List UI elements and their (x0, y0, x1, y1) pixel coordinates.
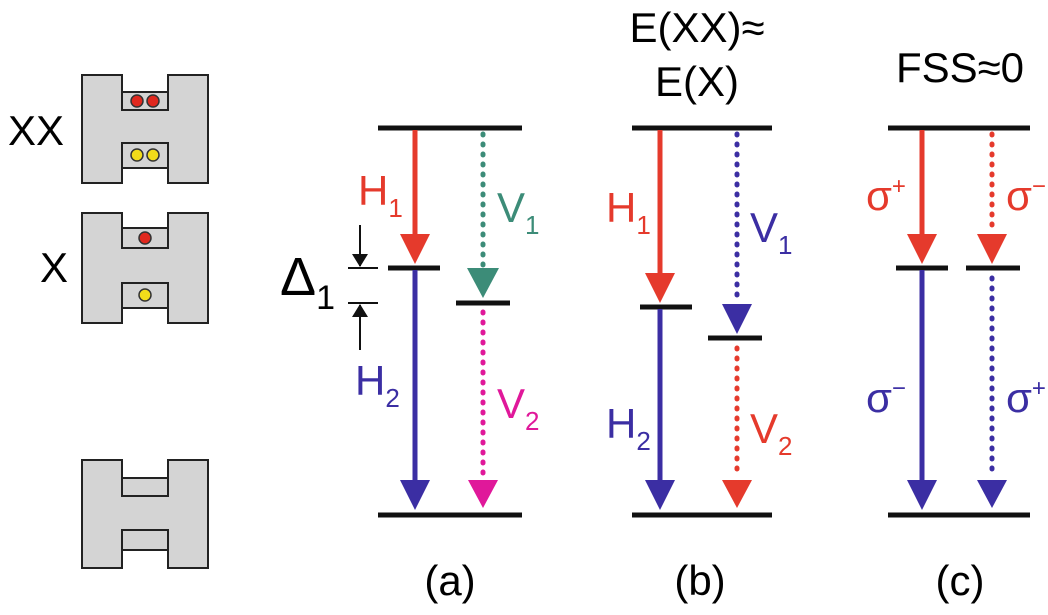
transition-label: H2 (606, 400, 651, 456)
subscript: 2 (636, 426, 650, 456)
arrowhead (645, 273, 675, 303)
arrowhead (977, 480, 1007, 508)
symbol: σ (1006, 172, 1032, 219)
arrowhead (722, 304, 752, 334)
symbol: V (497, 380, 525, 427)
symbol: V (497, 184, 525, 231)
subscript: 1 (388, 193, 402, 223)
transition-label: V2 (497, 380, 539, 436)
symbol: H (606, 184, 636, 231)
electron (139, 232, 151, 244)
page: {"states": {"biexciton": "XX", "exciton"… (0, 0, 1048, 615)
dot-x (82, 213, 208, 323)
hole (131, 149, 143, 161)
superscript: + (1032, 375, 1046, 402)
arrowhead (400, 480, 430, 510)
transition-label: V1 (750, 204, 792, 260)
symbol: σ (866, 374, 892, 421)
panel-label: (a) (424, 557, 475, 604)
arrowhead (907, 480, 937, 510)
panel-label: (b) (674, 557, 725, 604)
symbol: σ (1006, 374, 1032, 421)
transition-label: H1 (358, 167, 403, 223)
splitting-label: Δ1 (280, 247, 335, 317)
subscript: 1 (778, 230, 792, 260)
symbol: V (750, 405, 778, 452)
electron (147, 95, 159, 107)
subscript: 1 (316, 279, 335, 317)
transition-label: σ+ (1006, 374, 1046, 421)
arrowhead (722, 480, 752, 508)
transition-label: V2 (750, 405, 792, 461)
arrowhead (977, 234, 1007, 264)
arrowhead (352, 254, 368, 267)
state-label: XX (8, 107, 64, 154)
transition-label: σ− (1006, 172, 1046, 219)
arrowhead (907, 234, 937, 264)
superscript: − (892, 375, 906, 402)
arrowhead (352, 304, 368, 317)
superscript: − (1032, 173, 1046, 200)
dot-empty (82, 460, 208, 568)
panel-b: E(XX)≈ E(X) H1 V1 H2 V2 (b) (606, 4, 792, 604)
subscript: 1 (636, 210, 650, 240)
subscript: 2 (778, 431, 792, 461)
arrowhead (468, 480, 498, 508)
band-sketches (82, 75, 208, 568)
transition-label: σ− (866, 374, 906, 421)
transition-label: H2 (355, 357, 400, 413)
panel-title: FSS≈0 (896, 44, 1024, 91)
transition-label: σ+ (866, 172, 906, 219)
panel-label: (c) (936, 557, 985, 604)
symbol: H (358, 167, 388, 214)
electron (131, 95, 143, 107)
symbol: Δ (280, 247, 316, 307)
symbol: V (750, 204, 778, 251)
arrowhead (400, 234, 430, 264)
panel-title: E(X) (655, 58, 739, 105)
hole (147, 149, 159, 161)
symbol: H (355, 357, 385, 404)
body: XX X Δ1 H1 V1 H2 V2 (a) E(XX)≈ E(X) (0, 0, 1048, 615)
symbol: H (606, 400, 636, 447)
panel-c: FSS≈0 σ+ σ− σ− σ+ (c) (866, 44, 1046, 604)
hole (139, 289, 151, 301)
transition-label: V1 (497, 184, 539, 240)
dot-xx (82, 75, 208, 183)
arrowhead (467, 268, 499, 298)
arrowhead (645, 480, 675, 510)
subscript: 2 (385, 383, 399, 413)
symbol: σ (866, 172, 892, 219)
subscript: 2 (525, 406, 539, 436)
superscript: + (892, 173, 906, 200)
panel-title: E(XX)≈ (629, 4, 764, 51)
panel-a: Δ1 H1 V1 H2 V2 (a) (280, 128, 539, 604)
subscript: 1 (525, 210, 539, 240)
diagram: XX X Δ1 H1 V1 H2 V2 (a) E(XX)≈ E(X) (0, 0, 1048, 615)
transition-label: H1 (606, 184, 651, 240)
state-label: X (40, 244, 68, 291)
